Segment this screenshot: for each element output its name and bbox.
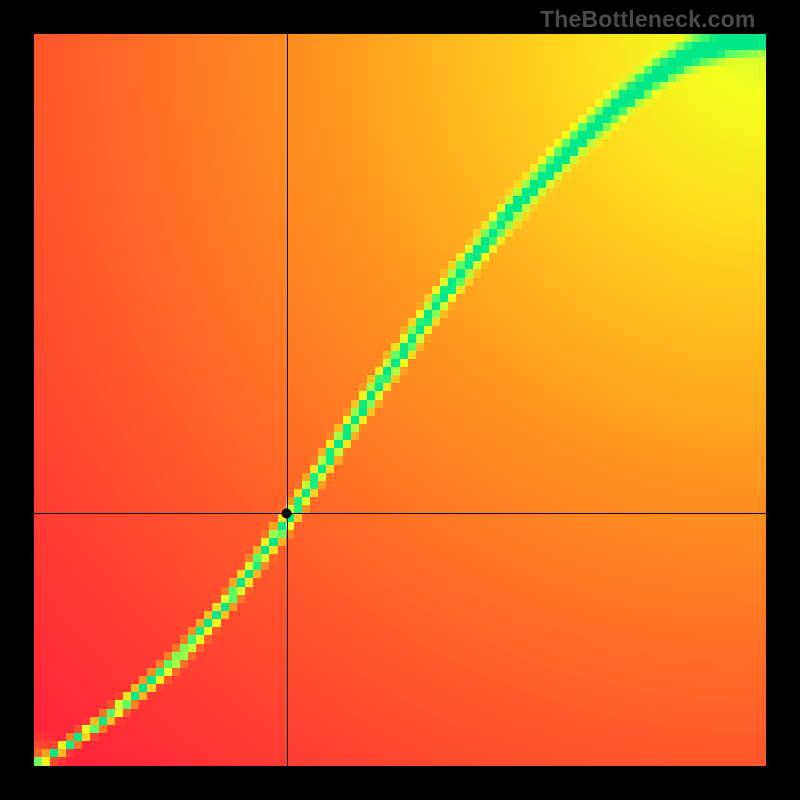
heatmap-plot-area xyxy=(34,34,766,766)
watermark-text: TheBottleneck.com xyxy=(540,6,756,33)
heatmap-canvas xyxy=(34,34,766,766)
